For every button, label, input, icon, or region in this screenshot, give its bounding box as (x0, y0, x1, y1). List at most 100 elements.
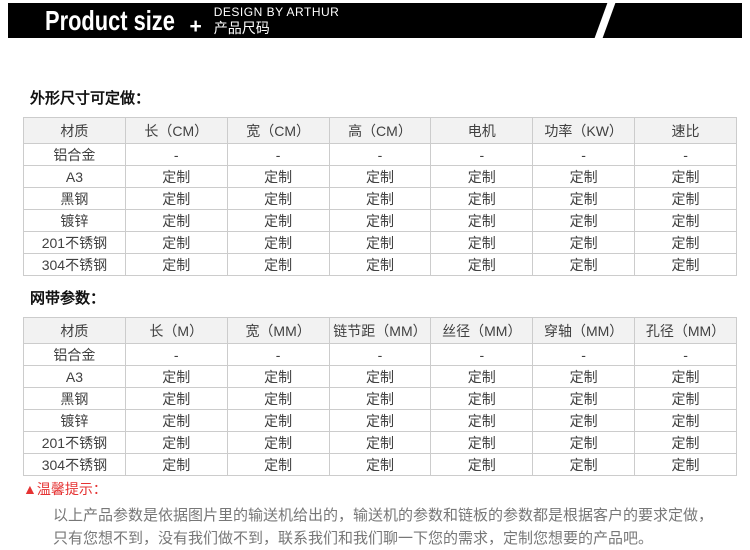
table-cell: 定制 (430, 253, 534, 276)
table-cell: 定制 (634, 209, 737, 232)
table-cell: 定制 (532, 431, 636, 454)
table-cell: 定制 (430, 209, 534, 232)
table-row: 铝合金 - - - - - - (23, 343, 737, 366)
column-header: 长（M） (124, 317, 228, 344)
outer-size-table: 材质 长（CM） 宽（CM） 高（CM） 电机 功率（KW） 速比 铝合金 - - - - - - A3 定制… (23, 117, 737, 276)
table-cell: 定制 (328, 387, 432, 410)
table-cell: 定制 (532, 187, 636, 210)
table-cell: 定制 (532, 365, 636, 388)
column-header: 电机 (430, 117, 534, 144)
table-cell: 定制 (226, 209, 330, 232)
column-header: 功率（KW） (532, 117, 636, 144)
table-row: A3 定制 定制 定制 定制 定制 定制 (23, 365, 737, 388)
table-cell: 定制 (634, 453, 737, 476)
table-cell: 304不锈钢 (23, 253, 126, 276)
table-cell: - (634, 143, 737, 166)
table-cell: 定制 (634, 387, 737, 410)
column-header: 材质 (23, 317, 126, 344)
table-row: 黑钢 定制 定制 定制 定制 定制 定制 (23, 187, 737, 210)
table-cell: 定制 (328, 165, 432, 188)
section-title-outer-size: 外形尺寸可定做： (30, 91, 151, 107)
table-cell: 定制 (328, 253, 432, 276)
table-cell: 定制 (328, 209, 432, 232)
table-row: 201不锈钢 定制 定制 定制 定制 定制 定制 (23, 431, 737, 454)
table-cell: 定制 (532, 409, 636, 432)
table-cell: 定制 (328, 453, 432, 476)
table-row: 201不锈钢 定制 定制 定制 定制 定制 定制 (23, 231, 737, 254)
design-by-label: DESIGN BY ARTHUR (213, 5, 340, 19)
table-cell: 定制 (124, 165, 228, 188)
table-cell: 定制 (226, 387, 330, 410)
page-content: 外形尺寸可定做： 材质 长（CM） 宽（CM） 高（CM） 电机 功率（KW） 速比 铝合金 -… (23, 38, 737, 550)
table-cell: 定制 (532, 453, 636, 476)
table-cell: 铝合金 (23, 343, 126, 366)
table-cell: 定制 (124, 409, 228, 432)
table-cell: 定制 (124, 365, 228, 388)
notice-label: ▲温馨提示： (23, 481, 107, 497)
brand-title: Product size (45, 5, 175, 36)
plus-icon: + (189, 14, 202, 38)
mesh-belt-table: 材质 长（M） 宽（MM） 链节距（MM） 丝径（MM） 穿轴（MM） 孔径（MM） 铝合金 -… (23, 317, 737, 476)
table-cell: 定制 (226, 165, 330, 188)
table-cell: 定制 (124, 453, 228, 476)
column-header: 速比 (634, 117, 737, 144)
table-cell: - (124, 143, 228, 166)
column-header: 宽（MM） (226, 317, 330, 344)
notice-text: 以上产品参数是依据图片里的输送机给出的，输送机的参数和链板的参数都是根据客户的要… (53, 504, 737, 550)
table-cell: A3 (23, 165, 126, 188)
table-cell: 定制 (124, 387, 228, 410)
table-cell: 定制 (430, 409, 534, 432)
table-cell: 201不锈钢 (23, 431, 126, 454)
table-cell: 定制 (532, 387, 636, 410)
section-title-mesh-belt: 网带参数： (30, 291, 106, 307)
table-cell: - (430, 143, 534, 166)
table-cell: 定制 (634, 431, 737, 454)
table-cell: 定制 (226, 431, 330, 454)
table-cell: 定制 (532, 209, 636, 232)
table-cell: 定制 (328, 187, 432, 210)
table-row: 铝合金 - - - - - - (23, 143, 737, 166)
table-cell: 201不锈钢 (23, 231, 126, 254)
table-cell: - (124, 343, 228, 366)
table-cell: 定制 (430, 365, 534, 388)
table-header-row: 材质 长（M） 宽（MM） 链节距（MM） 丝径（MM） 穿轴（MM） 孔径（MM） (23, 317, 737, 344)
table-cell: 铝合金 (23, 143, 126, 166)
column-header: 孔径（MM） (634, 317, 737, 344)
table-cell: 304不锈钢 (23, 453, 126, 476)
table-row: 304不锈钢 定制 定制 定制 定制 定制 定制 (23, 253, 737, 276)
table-cell: 定制 (226, 365, 330, 388)
table-cell: 定制 (124, 209, 228, 232)
table-cell: 定制 (226, 187, 330, 210)
table-cell: 镀锌 (23, 209, 126, 232)
table-cell: 定制 (634, 187, 737, 210)
table-cell: 定制 (634, 365, 737, 388)
notice-line-2: 只有您想不到，没有我们做不到，联系我们和我们聊一下您的需求，定制您想要的产品吧。 (53, 530, 654, 547)
table-cell: 定制 (328, 409, 432, 432)
table-cell: 定制 (634, 253, 737, 276)
table-cell: 定制 (430, 387, 534, 410)
table-row: 镀锌 定制 定制 定制 定制 定制 定制 (23, 209, 737, 232)
table-cell: 定制 (226, 453, 330, 476)
table-cell: - (430, 343, 534, 366)
table-cell: 定制 (532, 231, 636, 254)
table-cell: 定制 (634, 409, 737, 432)
table-cell: 定制 (634, 231, 737, 254)
table-cell: 定制 (430, 453, 534, 476)
table-cell: 定制 (430, 431, 534, 454)
table-cell: - (634, 343, 737, 366)
column-header: 丝径（MM） (430, 317, 534, 344)
table-cell: - (226, 143, 330, 166)
table-cell: A3 (23, 365, 126, 388)
table-cell: - (532, 143, 636, 166)
table-cell: 定制 (430, 187, 534, 210)
table-cell: 定制 (226, 231, 330, 254)
table-cell: 定制 (226, 253, 330, 276)
table-header-row: 材质 长（CM） 宽（CM） 高（CM） 电机 功率（KW） 速比 (23, 117, 737, 144)
table-row: 304不锈钢 定制 定制 定制 定制 定制 定制 (23, 453, 737, 476)
table-row: A3 定制 定制 定制 定制 定制 定制 (23, 165, 737, 188)
table-row: 黑钢 定制 定制 定制 定制 定制 定制 (23, 387, 737, 410)
column-header: 穿轴（MM） (532, 317, 636, 344)
table-row: 镀锌 定制 定制 定制 定制 定制 定制 (23, 409, 737, 432)
table-cell: 定制 (532, 165, 636, 188)
subtitle-cn-label: 产品尺码 (213, 20, 270, 36)
